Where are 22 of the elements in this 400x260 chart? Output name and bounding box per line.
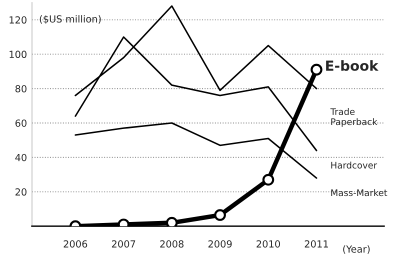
y-tick-label: 100 xyxy=(10,50,26,58)
series-label: E-book xyxy=(326,60,379,71)
text: Hardcover xyxy=(331,162,378,169)
y-tick-label: 80 xyxy=(15,85,26,92)
point xyxy=(214,209,226,221)
y-axis-title: ($US million) xyxy=(40,15,101,24)
y-tick-label: 120 xyxy=(10,16,26,24)
y-tick-label: 20 xyxy=(15,188,26,196)
point xyxy=(166,216,178,226)
text: Mass-Market xyxy=(331,189,388,196)
x-tick-label: 2010 xyxy=(256,240,280,248)
x-tick-label: 2011 xyxy=(304,240,328,248)
text: Trade Paperback xyxy=(330,108,378,127)
y-tick-label: 60 xyxy=(15,119,26,127)
x-axis-title: (Year) xyxy=(343,245,370,254)
x-tick-label: 2007 xyxy=(112,240,136,248)
point xyxy=(310,64,322,76)
point xyxy=(262,174,274,186)
y-tick-label: 40 xyxy=(15,154,26,162)
x-tick-label: 2006 xyxy=(64,240,88,248)
x-tick-label: 2008 xyxy=(160,240,184,248)
x-tick-label: 2009 xyxy=(208,240,232,248)
